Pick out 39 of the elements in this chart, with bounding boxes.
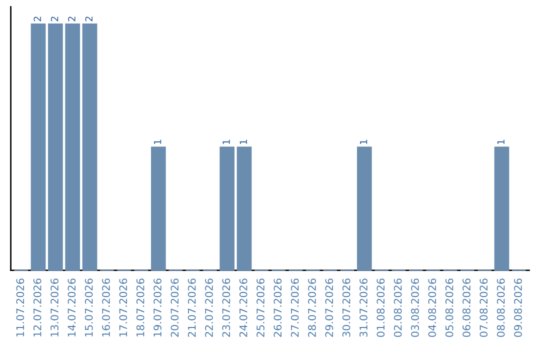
data-label: 2 bbox=[68, 16, 76, 22]
x-tick-label: 24.07.2026 bbox=[239, 278, 248, 337]
x-tick-label: 13.07.2026 bbox=[50, 278, 58, 336]
x-tick-label: 16.07.2026 bbox=[102, 278, 110, 336]
x-tick-label: 27.07.2026 bbox=[290, 278, 299, 337]
data-label: 1 bbox=[222, 140, 230, 144]
x-tick-label: 03.08.2026 bbox=[411, 278, 419, 337]
x-tick-label: 30.07.2026 bbox=[342, 278, 350, 337]
x-tick-label: 20.07.2026 bbox=[170, 278, 179, 337]
x-tick-label: 21.07.2026 bbox=[188, 278, 196, 337]
x-tick-label: 06.08.2026 bbox=[462, 278, 470, 337]
data-label: 1 bbox=[360, 140, 368, 144]
x-tick-label: 19.07.2026 bbox=[154, 278, 162, 336]
x-tick-label: 29.07.2026 bbox=[325, 278, 334, 337]
data-label: 2 bbox=[85, 16, 92, 22]
x-tick-label: 01.08.2026 bbox=[376, 278, 385, 337]
x-tick-label: 04.08.2026 bbox=[428, 278, 436, 337]
x-tick-label: 11.07.2026 bbox=[16, 278, 24, 336]
x-tick-label: 25.07.2026 bbox=[256, 278, 264, 337]
x-tick-label: 02.08.2026 bbox=[394, 278, 402, 337]
x-tick-label: 08.08.2026 bbox=[496, 278, 505, 337]
x-tick-label: 17.07.2026 bbox=[119, 278, 128, 336]
data-label: 1 bbox=[154, 140, 162, 144]
x-tick-label: 05.08.2026 bbox=[445, 278, 454, 337]
x-tick-label: 22.07.2026 bbox=[205, 278, 213, 337]
x-tick-label: 07.08.2026 bbox=[480, 278, 488, 337]
data-label: 2 bbox=[34, 16, 41, 22]
data-label: 1 bbox=[240, 140, 247, 144]
x-tick-label: 15.07.2026 bbox=[84, 278, 93, 336]
x-tick-label: 14.07.2026 bbox=[68, 278, 76, 336]
data-label: 1 bbox=[497, 140, 504, 144]
data-label: 2 bbox=[50, 16, 58, 22]
x-tick-label: 09.08.2026 bbox=[514, 278, 522, 337]
x-tick-label: 28.07.2026 bbox=[308, 278, 316, 337]
x-tick-label: 31.07.2026 bbox=[360, 278, 368, 337]
x-tick-label: 18.07.2026 bbox=[136, 278, 144, 336]
x-tick-label: 23.07.2026 bbox=[222, 278, 230, 337]
x-tick-label: 26.07.2026 bbox=[274, 278, 282, 337]
x-tick-label: 12.07.2026 bbox=[33, 278, 42, 336]
